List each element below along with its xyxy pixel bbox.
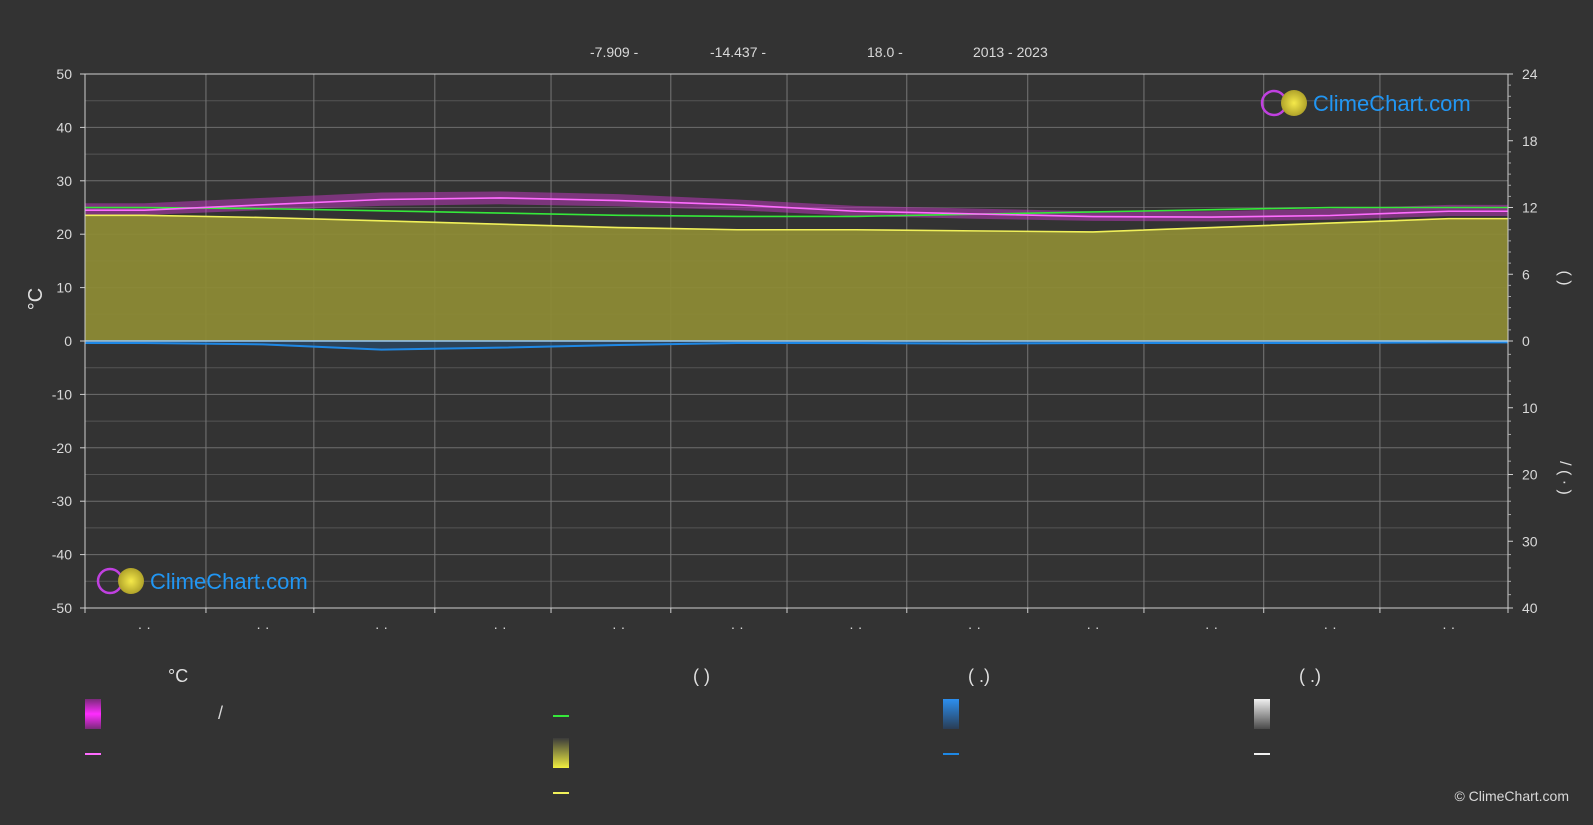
- copyright-text: © ClimeChart.com: [1454, 788, 1569, 804]
- legend-rain-swatch: [943, 699, 959, 729]
- y-left-tick-label: 40: [56, 119, 72, 135]
- y-right-bottom-tick-label: 20: [1522, 467, 1538, 483]
- legend-rain-heading: ( .): [968, 666, 990, 686]
- legend-sunshine-swatch: [553, 738, 569, 768]
- series-lines: [85, 197, 1508, 351]
- rain-fill: [85, 341, 1508, 350]
- x-tick-label: · ·: [138, 619, 151, 635]
- x-tick-label: · ·: [1442, 619, 1455, 635]
- sunshine-area: [85, 191, 1508, 341]
- watermark-logo-top: ClimeChart.com: [1260, 89, 1471, 117]
- y-right-top-label: ( ): [1556, 270, 1573, 285]
- y-left-tick-label: -10: [52, 386, 72, 402]
- precipitation-area: [85, 341, 1508, 350]
- logo-sun-icon: [118, 568, 144, 594]
- axes: 50 40 30 20 10 0 -10 -20 -30 -40 -50 24 18 12 6 0 10 20 30…: [52, 66, 1538, 635]
- y-left-tick-label: 20: [56, 226, 72, 242]
- y-right-bottom-tick-label: 40: [1522, 600, 1538, 616]
- y-right-top-tick-label: 18: [1522, 133, 1538, 149]
- y-left-tick-label: 50: [56, 66, 72, 82]
- x-tick-label: · ·: [1205, 619, 1218, 635]
- sunshine-line: [85, 214, 1508, 233]
- legend-temperature-heading: °C: [168, 666, 189, 686]
- header-longitude: -14.437 -: [710, 44, 767, 60]
- y-left-label: °C: [25, 288, 47, 310]
- y-left-tick-label: 30: [56, 173, 72, 189]
- y-left-tick-label: 0: [64, 333, 72, 349]
- y-left-tick-label: -20: [52, 440, 72, 456]
- precip-line: [85, 341, 1508, 351]
- x-tick-label: · ·: [612, 619, 625, 635]
- legend-sunshine-heading: ( ): [693, 666, 710, 686]
- x-tick-label: · ·: [849, 619, 862, 635]
- x-tick-label: · ·: [256, 619, 269, 635]
- watermark-text-bottom: ClimeChart.com: [150, 569, 308, 594]
- header-elevation: 18.0 -: [867, 44, 903, 60]
- sunshine-fill: [85, 215, 1508, 341]
- legend-temperature-row1-label: /: [218, 703, 224, 723]
- x-tick-label: · ·: [968, 619, 981, 635]
- y-right-bottom-label: / ( · ): [1556, 461, 1573, 495]
- x-tick-label: · ·: [1086, 619, 1099, 635]
- y-left-tick-label: 10: [56, 280, 72, 296]
- logo-sun-icon: [1281, 90, 1307, 116]
- y-right-bottom-tick-label: 30: [1522, 533, 1538, 549]
- watermark-text-top: ClimeChart.com: [1313, 91, 1471, 116]
- header-years: 2013 - 2023: [973, 44, 1048, 60]
- y-right-top-tick-label: 0: [1522, 333, 1530, 349]
- temp-mean-line: [85, 197, 1508, 218]
- y-right-top-tick-label: 6: [1522, 266, 1530, 282]
- daylight-line: [85, 206, 1508, 218]
- y-left-tick-label: -30: [52, 493, 72, 509]
- x-tick-label: · ·: [1324, 619, 1337, 635]
- x-tick-label: · ·: [375, 619, 388, 635]
- y-left-tick-label: -50: [52, 600, 72, 616]
- y-right-top-tick-label: 12: [1522, 200, 1538, 216]
- legend-temp-range-swatch: [85, 699, 101, 729]
- y-left-tick-label: -40: [52, 547, 72, 563]
- header-latitude: -7.909 -: [590, 44, 639, 60]
- x-tick-label: · ·: [731, 619, 744, 635]
- x-tick-label: · ·: [493, 619, 506, 635]
- y-right-bottom-tick-label: 10: [1522, 400, 1538, 416]
- legend-snow-heading: ( .): [1299, 666, 1321, 686]
- y-right-top-tick-label: 24: [1522, 66, 1538, 82]
- watermark-logo-bottom: ClimeChart.com: [96, 567, 308, 595]
- legend-snow-swatch: [1254, 699, 1270, 729]
